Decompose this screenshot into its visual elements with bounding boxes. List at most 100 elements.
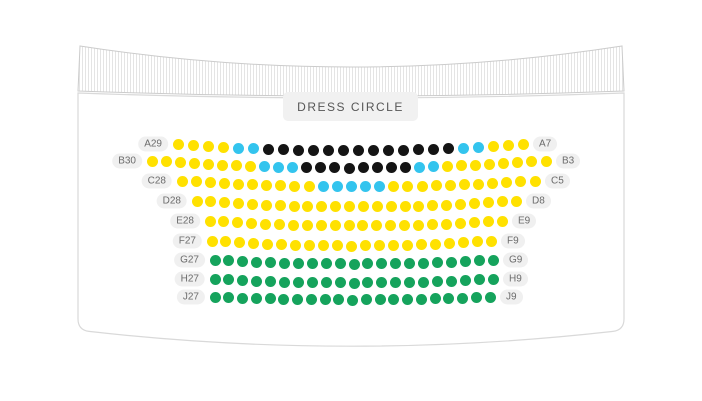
- seat[interactable]: [292, 294, 303, 306]
- seat[interactable]: [442, 160, 453, 172]
- seat[interactable]: [402, 181, 414, 193]
- seat[interactable]: [176, 175, 188, 187]
- seat[interactable]: [431, 257, 443, 269]
- seat[interactable]: [316, 201, 328, 213]
- seat[interactable]: [413, 219, 425, 231]
- seat[interactable]: [220, 236, 232, 248]
- seat[interactable]: [317, 181, 329, 193]
- seat[interactable]: [413, 200, 425, 212]
- seat[interactable]: [385, 220, 397, 232]
- seat[interactable]: [279, 257, 290, 269]
- seat[interactable]: [172, 138, 184, 150]
- seat[interactable]: [457, 142, 469, 154]
- seat[interactable]: [348, 277, 360, 289]
- seat[interactable]: [332, 240, 344, 252]
- seat[interactable]: [278, 293, 290, 305]
- seat[interactable]: [237, 255, 249, 267]
- seat[interactable]: [385, 201, 397, 213]
- seat[interactable]: [276, 239, 288, 251]
- seat[interactable]: [289, 180, 301, 192]
- seat[interactable]: [444, 179, 456, 191]
- seat[interactable]: [191, 195, 203, 207]
- seat[interactable]: [472, 141, 484, 153]
- seat[interactable]: [329, 220, 341, 232]
- seat[interactable]: [526, 156, 538, 168]
- seat[interactable]: [345, 181, 357, 193]
- seat[interactable]: [484, 158, 496, 170]
- seat[interactable]: [376, 258, 388, 270]
- seat[interactable]: [390, 258, 402, 270]
- seat[interactable]: [427, 200, 439, 212]
- seat[interactable]: [190, 176, 202, 188]
- seat[interactable]: [209, 273, 221, 285]
- seat[interactable]: [287, 219, 299, 231]
- seat[interactable]: [487, 178, 499, 190]
- seat[interactable]: [487, 273, 499, 285]
- seat[interactable]: [202, 158, 214, 170]
- seat[interactable]: [343, 220, 355, 232]
- seat[interactable]: [223, 292, 235, 304]
- seat[interactable]: [218, 216, 230, 228]
- seat[interactable]: [459, 255, 471, 267]
- seat[interactable]: [216, 159, 228, 171]
- seat[interactable]: [388, 294, 400, 306]
- seat[interactable]: [390, 277, 402, 289]
- seat[interactable]: [487, 140, 499, 152]
- seat[interactable]: [357, 220, 369, 232]
- seat[interactable]: [320, 277, 332, 289]
- seat[interactable]: [261, 179, 273, 191]
- seat[interactable]: [304, 240, 316, 252]
- seat[interactable]: [470, 159, 482, 171]
- seat[interactable]: [426, 219, 438, 231]
- seat[interactable]: [373, 240, 385, 252]
- seat[interactable]: [230, 160, 242, 172]
- seat[interactable]: [360, 294, 372, 306]
- seat[interactable]: [233, 198, 245, 210]
- seat[interactable]: [515, 176, 527, 188]
- seat[interactable]: [457, 237, 469, 249]
- seat[interactable]: [502, 139, 514, 151]
- seat[interactable]: [459, 274, 471, 286]
- seat[interactable]: [402, 294, 413, 306]
- seat[interactable]: [274, 219, 286, 231]
- seat[interactable]: [223, 255, 235, 267]
- seat[interactable]: [275, 180, 287, 192]
- seat[interactable]: [498, 158, 510, 170]
- seat[interactable]: [315, 220, 327, 232]
- seat[interactable]: [232, 178, 244, 190]
- seat[interactable]: [387, 240, 399, 252]
- seat[interactable]: [441, 199, 453, 211]
- seat[interactable]: [259, 161, 271, 173]
- seat[interactable]: [246, 217, 258, 229]
- seat[interactable]: [454, 217, 466, 229]
- seat[interactable]: [371, 220, 383, 232]
- seat[interactable]: [292, 276, 304, 288]
- seat[interactable]: [247, 143, 259, 155]
- seat[interactable]: [401, 239, 413, 251]
- seat[interactable]: [302, 200, 314, 212]
- seat[interactable]: [510, 195, 522, 207]
- seat[interactable]: [288, 200, 300, 212]
- seat[interactable]: [146, 155, 158, 167]
- seat[interactable]: [250, 293, 262, 305]
- seat[interactable]: [246, 198, 258, 210]
- seat[interactable]: [237, 274, 249, 286]
- seat[interactable]: [334, 277, 346, 289]
- seat[interactable]: [456, 160, 468, 172]
- seat[interactable]: [357, 201, 369, 213]
- seat[interactable]: [160, 156, 172, 168]
- seat[interactable]: [473, 178, 485, 190]
- seat[interactable]: [359, 240, 371, 252]
- seat[interactable]: [468, 198, 480, 210]
- seat[interactable]: [218, 178, 230, 190]
- seat[interactable]: [473, 255, 485, 267]
- seat[interactable]: [330, 201, 342, 213]
- seat[interactable]: [512, 157, 524, 169]
- seat[interactable]: [348, 258, 360, 270]
- seat[interactable]: [471, 236, 483, 248]
- seat[interactable]: [262, 238, 274, 250]
- seat[interactable]: [346, 240, 357, 252]
- seat[interactable]: [251, 256, 263, 268]
- seat[interactable]: [443, 238, 455, 250]
- seat[interactable]: [429, 293, 441, 305]
